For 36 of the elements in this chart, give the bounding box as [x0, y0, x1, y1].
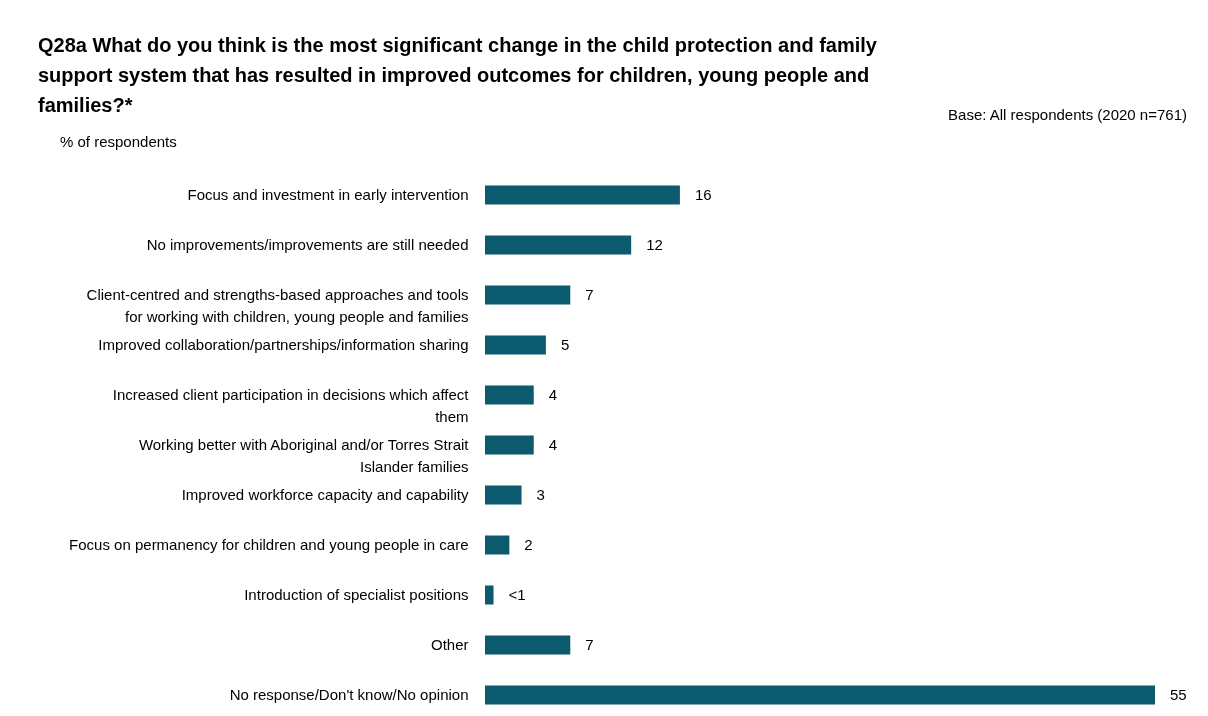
bar [485, 285, 571, 305]
data-label: <1 [508, 586, 526, 603]
y-tick-label: Focus and investment in early intervention [187, 186, 469, 203]
chart-title: Q28a What do you think is the most significant change in the child protection and family support system that has resulted in improved outcomes for children, young people and families?* [38, 34, 878, 116]
bar [485, 635, 571, 655]
data-label: 4 [548, 436, 558, 453]
y-tick-label: Focus on permanency for children and young people in care [69, 536, 469, 553]
bar [485, 335, 546, 355]
data-label: 55 [1170, 686, 1187, 703]
y-tick-label: No response/Don't know/No opinion [229, 686, 469, 703]
data-label: 2 [524, 536, 533, 553]
y-tick-label: Improved workforce capacity and capability [181, 486, 469, 503]
data-label: 16 [694, 186, 712, 203]
data-label: 12 [646, 236, 663, 253]
data-label: 7 [585, 636, 594, 653]
bar [485, 685, 1155, 705]
bar [485, 485, 522, 505]
y-tick-label: Client-centred and strengths-based approaches and tools for working with children, young people and families [86, 286, 469, 325]
y-tick-label: Working better with Aboriginal and/or Torres Strait Islander families [138, 436, 470, 475]
y-tick-label: Improved collaboration/partnerships/information sharing [98, 336, 469, 353]
data-label: 3 [536, 486, 545, 503]
bar [485, 385, 534, 405]
y-tick-label: Increased client participation in decisions which affect them [112, 386, 470, 425]
text: % of respondents [60, 133, 177, 150]
y-tick-label: Other [430, 636, 469, 653]
bar [485, 535, 510, 555]
y-tick-label: Introduction of specialist positions [244, 586, 469, 603]
y-tick-label: No improvements/improvements are still needed [146, 236, 469, 253]
bar [485, 235, 632, 255]
data-label: 4 [548, 386, 558, 403]
bar [485, 185, 680, 205]
data-label: 7 [585, 286, 594, 303]
bar [485, 435, 534, 455]
bar [485, 585, 494, 605]
text: Base: All respondents (2020 n=761) [948, 106, 1187, 123]
data-label: 5 [560, 336, 570, 353]
